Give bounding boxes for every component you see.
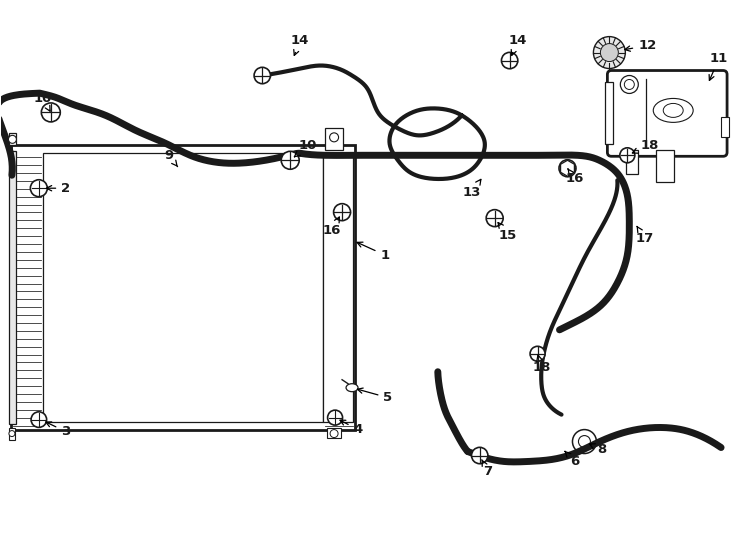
Circle shape xyxy=(330,430,338,437)
Bar xyxy=(323,153,353,422)
Circle shape xyxy=(471,447,488,464)
Text: 16: 16 xyxy=(323,217,341,237)
Bar xyxy=(325,129,343,150)
Circle shape xyxy=(8,136,16,143)
Circle shape xyxy=(330,133,338,142)
Text: 18: 18 xyxy=(633,139,658,153)
Bar xyxy=(9,133,16,145)
Bar xyxy=(656,150,675,182)
Text: 18: 18 xyxy=(532,355,550,374)
Text: 15: 15 xyxy=(498,222,517,241)
Circle shape xyxy=(327,410,343,425)
Text: 14: 14 xyxy=(291,34,309,56)
Text: 16: 16 xyxy=(565,169,584,185)
Bar xyxy=(9,428,15,440)
Text: 17: 17 xyxy=(635,226,653,245)
Circle shape xyxy=(333,204,351,221)
Text: 2: 2 xyxy=(46,182,70,195)
Circle shape xyxy=(619,148,635,163)
Text: 14: 14 xyxy=(509,34,527,56)
Text: 4: 4 xyxy=(340,420,363,436)
Circle shape xyxy=(486,210,503,227)
Bar xyxy=(721,117,729,137)
Text: 11: 11 xyxy=(709,52,728,80)
Text: 8: 8 xyxy=(589,443,606,456)
Bar xyxy=(11,145,355,430)
Circle shape xyxy=(600,44,618,62)
Text: 1: 1 xyxy=(357,242,390,261)
Circle shape xyxy=(281,151,299,169)
Text: 6: 6 xyxy=(565,451,579,468)
Circle shape xyxy=(30,180,47,197)
Circle shape xyxy=(559,160,576,177)
Ellipse shape xyxy=(346,384,358,392)
Bar xyxy=(327,428,341,437)
Circle shape xyxy=(620,76,639,93)
Bar xyxy=(606,83,614,144)
Circle shape xyxy=(254,68,270,84)
Text: 10: 10 xyxy=(294,139,317,157)
Text: 13: 13 xyxy=(462,179,481,199)
Bar xyxy=(626,150,639,174)
Circle shape xyxy=(41,103,60,122)
Text: 12: 12 xyxy=(625,39,656,52)
Circle shape xyxy=(593,37,625,69)
Circle shape xyxy=(530,346,545,361)
Text: 7: 7 xyxy=(482,460,493,478)
FancyBboxPatch shape xyxy=(607,71,727,156)
Text: 9: 9 xyxy=(164,149,178,167)
Circle shape xyxy=(501,52,517,69)
Text: 3: 3 xyxy=(46,422,70,438)
Circle shape xyxy=(31,412,47,427)
Bar xyxy=(43,153,323,422)
Text: 10: 10 xyxy=(34,92,52,111)
Circle shape xyxy=(9,430,15,436)
Text: 5: 5 xyxy=(357,388,393,404)
Bar xyxy=(9,151,16,423)
